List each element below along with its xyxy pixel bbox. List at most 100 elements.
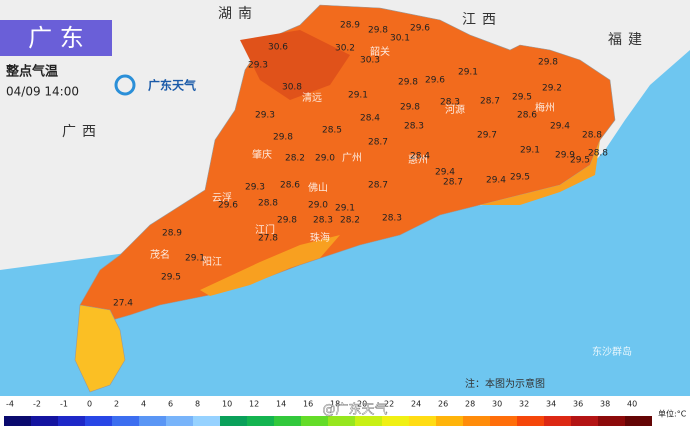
legend-swatch: [436, 416, 463, 426]
legend-tick: 40: [627, 400, 637, 409]
temperature-label: 30.1: [390, 34, 410, 44]
city-label: 阳江: [202, 256, 222, 268]
temperature-label: 28.9: [340, 21, 360, 31]
temperature-label: 28.8: [582, 131, 602, 141]
legend-swatch: [4, 416, 31, 426]
temperature-label: 28.5: [322, 126, 342, 136]
legend-swatch: [517, 416, 544, 426]
legend-swatch: [382, 416, 409, 426]
temperature-label: 29.3: [248, 61, 268, 71]
temperature-label: 29.8: [273, 133, 293, 143]
legend-tick: -2: [33, 400, 41, 409]
legend-unit: 单位:°C: [658, 409, 687, 419]
temperature-label: 30.6: [268, 43, 288, 53]
temperature-label: 29.7: [477, 131, 497, 141]
temperature-label: 29.1: [185, 254, 205, 264]
city-label: 云浮: [212, 192, 232, 204]
temperature-label: 27.4: [113, 299, 133, 309]
legend-swatch: [58, 416, 85, 426]
temperature-label: 28.2: [285, 154, 305, 164]
temperature-label: 29.9: [555, 151, 575, 161]
city-label: 佛山: [308, 181, 328, 194]
region-label: 福建: [608, 32, 648, 48]
temperature-label: 28.6: [517, 111, 537, 121]
title-box: [0, 20, 112, 56]
temperature-label: 29.8: [538, 58, 558, 68]
temperature-label: 29.0: [315, 154, 335, 164]
legend-swatch: [544, 416, 571, 426]
legend-tick: 26: [438, 400, 448, 409]
temperature-label: 29.0: [308, 201, 328, 211]
city-label: 梅州: [535, 101, 555, 114]
temperature-label: 29.3: [245, 183, 265, 193]
temperature-label: 29.4: [435, 168, 455, 178]
legend-tick: 0: [87, 400, 92, 409]
temperature-label: 29.8: [277, 216, 297, 226]
legend-swatch: [301, 416, 328, 426]
legend-swatch: [31, 416, 58, 426]
legend-swatch: [355, 416, 382, 426]
temperature-label: 28.3: [440, 98, 460, 108]
temperature-label: 28.3: [404, 122, 424, 132]
temperature-label: 28.3: [313, 216, 333, 226]
datetime: 04/09 14:00: [6, 85, 79, 99]
temperature-label: 29.6: [410, 24, 430, 34]
leizhou: [74, 304, 126, 393]
legend-tick: 36: [573, 400, 583, 409]
region-label: 湖南: [218, 6, 258, 22]
temperature-label: 29.5: [510, 173, 530, 183]
subtitle: 整点气温: [5, 64, 58, 80]
temperature-label: 28.2: [340, 216, 360, 226]
city-label: 江门: [255, 223, 275, 236]
legend-swatch: [571, 416, 598, 426]
temperature-label: 29.1: [335, 204, 355, 214]
temperature-label: 28.7: [368, 181, 388, 191]
legend-tick: 12: [249, 400, 259, 409]
legend-swatch: [85, 416, 112, 426]
legend-swatch: [274, 416, 301, 426]
legend-tick: 8: [195, 400, 200, 409]
watermark: @广东天气: [322, 402, 387, 418]
temperature-label: 28.3: [382, 214, 402, 224]
legend-swatch: [220, 416, 247, 426]
legend-tick: 14: [276, 400, 286, 409]
temperature-label: 28.8: [258, 199, 278, 209]
temperature-label: 29.8: [368, 26, 388, 36]
legend-swatch: [112, 416, 139, 426]
temperature-label: 28.8: [588, 149, 608, 159]
legend-tick: -4: [6, 400, 14, 409]
legend-swatch: [247, 416, 274, 426]
legend-swatch: [328, 416, 355, 426]
temperature-label: 29.5: [570, 156, 590, 166]
city-label: 广州: [342, 152, 362, 164]
temperature-label: 29.4: [550, 122, 570, 132]
temperature-label: 27.8: [258, 234, 278, 244]
legend-tick: -1: [60, 400, 68, 409]
temperature-label: 29.6: [218, 201, 238, 211]
legend-tick: 22: [384, 400, 394, 409]
legend-tick: 6: [168, 400, 173, 409]
temperature-label: 28.7: [443, 178, 463, 188]
note: 注：本图为示意图: [465, 377, 545, 390]
title: 广 东: [28, 24, 84, 52]
temperature-label: 29.8: [398, 78, 418, 88]
city-label: 东沙群岛: [592, 345, 632, 358]
temperature-label: 28.4: [360, 114, 380, 124]
temperature-label: 29.3: [255, 111, 275, 121]
legend-tick: 4: [141, 400, 146, 409]
legend-tick: 34: [546, 400, 556, 409]
region-label: 广西: [62, 124, 102, 140]
logo-icon: [114, 74, 136, 96]
hot-zone: [240, 30, 350, 100]
region-label: 江西: [462, 12, 502, 28]
city-label: 惠州: [408, 153, 428, 166]
legend-tick: 32: [519, 400, 529, 409]
coast-warm: [480, 140, 600, 205]
temperature-label: 29.6: [425, 76, 445, 86]
legend-tick: 20: [357, 400, 367, 409]
city-label: 清远: [302, 91, 322, 104]
legend-tick: 30: [492, 400, 502, 409]
temperature-label: 30.8: [282, 83, 302, 93]
